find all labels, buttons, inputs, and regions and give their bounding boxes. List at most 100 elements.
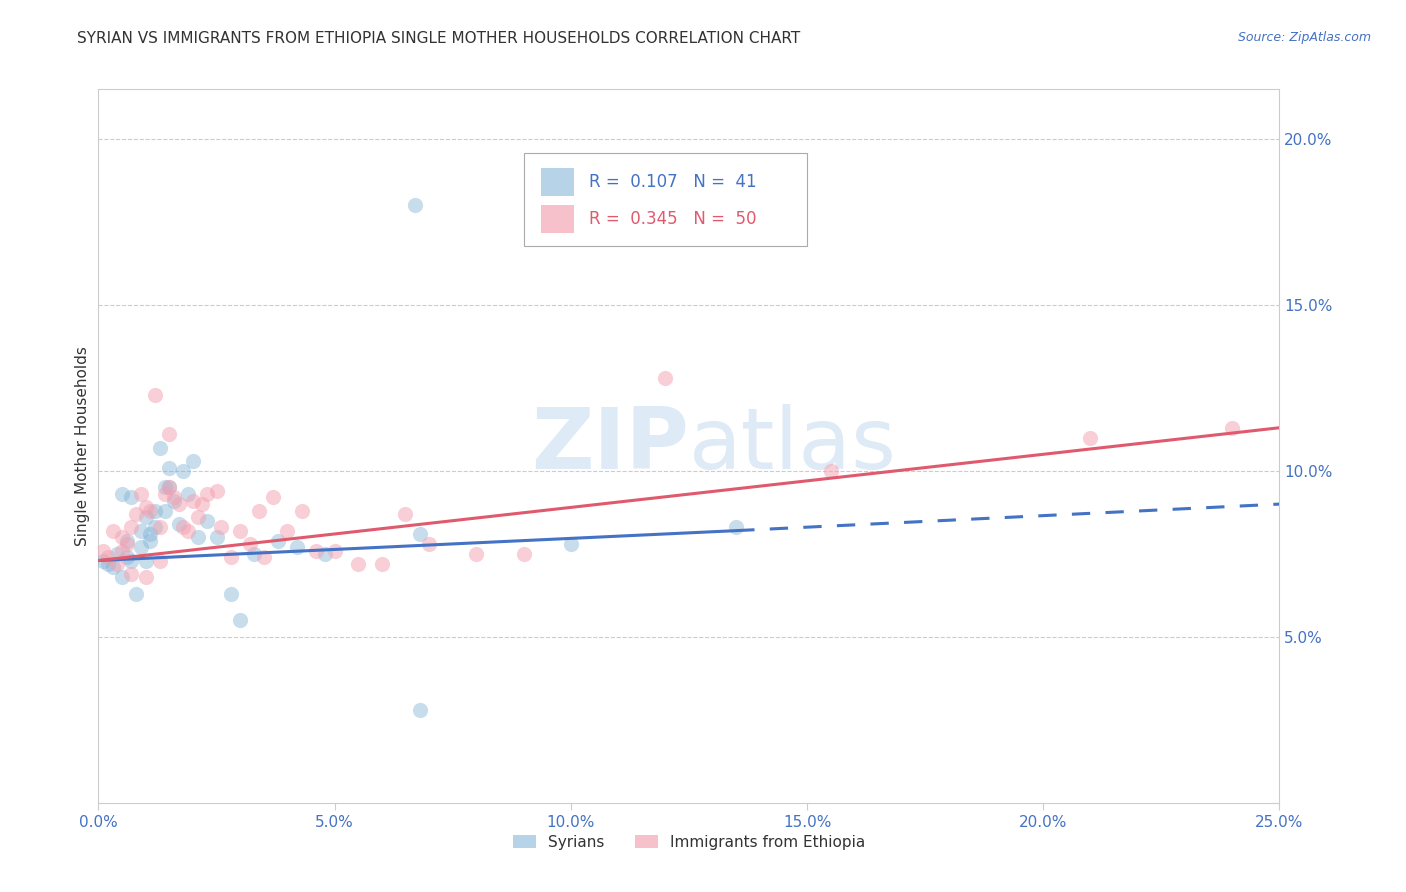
Point	[209, 520, 232, 534]
Y-axis label: Single Mother Households: Single Mother Households	[75, 346, 90, 546]
Point	[314, 547, 336, 561]
Point	[135, 500, 157, 515]
Text: Source: ZipAtlas.com: Source: ZipAtlas.com	[1237, 31, 1371, 45]
Point	[163, 493, 186, 508]
Point	[129, 540, 152, 554]
Point	[267, 533, 290, 548]
Point	[465, 547, 488, 561]
Legend: Syrians, Immigrants from Ethiopia: Syrians, Immigrants from Ethiopia	[506, 829, 872, 855]
Point	[1080, 431, 1102, 445]
FancyBboxPatch shape	[541, 205, 575, 234]
Point	[111, 570, 134, 584]
Point	[167, 516, 190, 531]
Point	[125, 507, 148, 521]
Point	[195, 487, 218, 501]
Point	[121, 566, 143, 581]
Point	[115, 533, 138, 548]
Point	[247, 504, 270, 518]
Point	[121, 520, 143, 534]
Point	[135, 510, 157, 524]
Point	[239, 537, 262, 551]
Point	[97, 557, 120, 571]
Point	[143, 387, 166, 401]
Point	[111, 487, 134, 501]
Point	[205, 530, 228, 544]
Point	[404, 198, 426, 212]
Point	[305, 543, 328, 558]
Point	[105, 547, 128, 561]
Point	[149, 441, 172, 455]
Point	[105, 557, 128, 571]
Point	[121, 553, 143, 567]
Point	[129, 487, 152, 501]
Point	[153, 487, 176, 501]
Point	[97, 550, 120, 565]
Point	[125, 587, 148, 601]
Point	[323, 543, 346, 558]
Point	[135, 570, 157, 584]
Point	[139, 504, 162, 518]
Point	[560, 537, 582, 551]
Point	[290, 504, 312, 518]
Text: R =  0.345   N =  50: R = 0.345 N = 50	[589, 211, 756, 228]
FancyBboxPatch shape	[523, 153, 807, 246]
Point	[143, 520, 166, 534]
Point	[820, 464, 842, 478]
Point	[195, 514, 218, 528]
Point	[172, 464, 194, 478]
Point	[135, 553, 157, 567]
Point	[219, 550, 242, 565]
Point	[408, 703, 430, 717]
Point	[167, 497, 190, 511]
Point	[191, 497, 214, 511]
Point	[143, 504, 166, 518]
Point	[139, 533, 162, 548]
Point	[121, 491, 143, 505]
Point	[394, 507, 416, 521]
Point	[157, 481, 180, 495]
Text: ZIP: ZIP	[531, 404, 689, 488]
Point	[177, 524, 200, 538]
Point	[172, 520, 194, 534]
Point	[187, 510, 209, 524]
Point	[371, 557, 394, 571]
Point	[1220, 421, 1243, 435]
Point	[725, 520, 748, 534]
Point	[157, 481, 180, 495]
Point	[139, 527, 162, 541]
Point	[163, 491, 186, 505]
Point	[262, 491, 284, 505]
Point	[243, 547, 266, 561]
Point	[285, 540, 308, 554]
Point	[153, 481, 176, 495]
Point	[101, 524, 124, 538]
Point	[181, 454, 204, 468]
Point	[276, 524, 298, 538]
Point	[205, 483, 228, 498]
Point	[149, 553, 172, 567]
Point	[512, 547, 534, 561]
Point	[347, 557, 370, 571]
Point	[408, 527, 430, 541]
Point	[115, 550, 138, 565]
Text: atlas: atlas	[689, 404, 897, 488]
Point	[101, 560, 124, 574]
Point	[149, 520, 172, 534]
Point	[91, 553, 114, 567]
Text: R =  0.107   N =  41: R = 0.107 N = 41	[589, 173, 756, 191]
Point	[111, 543, 134, 558]
Point	[157, 460, 180, 475]
Point	[181, 493, 204, 508]
Point	[253, 550, 276, 565]
Point	[229, 524, 252, 538]
Point	[229, 613, 252, 627]
Point	[654, 371, 676, 385]
Point	[111, 530, 134, 544]
Point	[418, 537, 440, 551]
Point	[91, 543, 114, 558]
Point	[115, 537, 138, 551]
Point	[187, 530, 209, 544]
Point	[177, 487, 200, 501]
Point	[129, 524, 152, 538]
Point	[153, 504, 176, 518]
